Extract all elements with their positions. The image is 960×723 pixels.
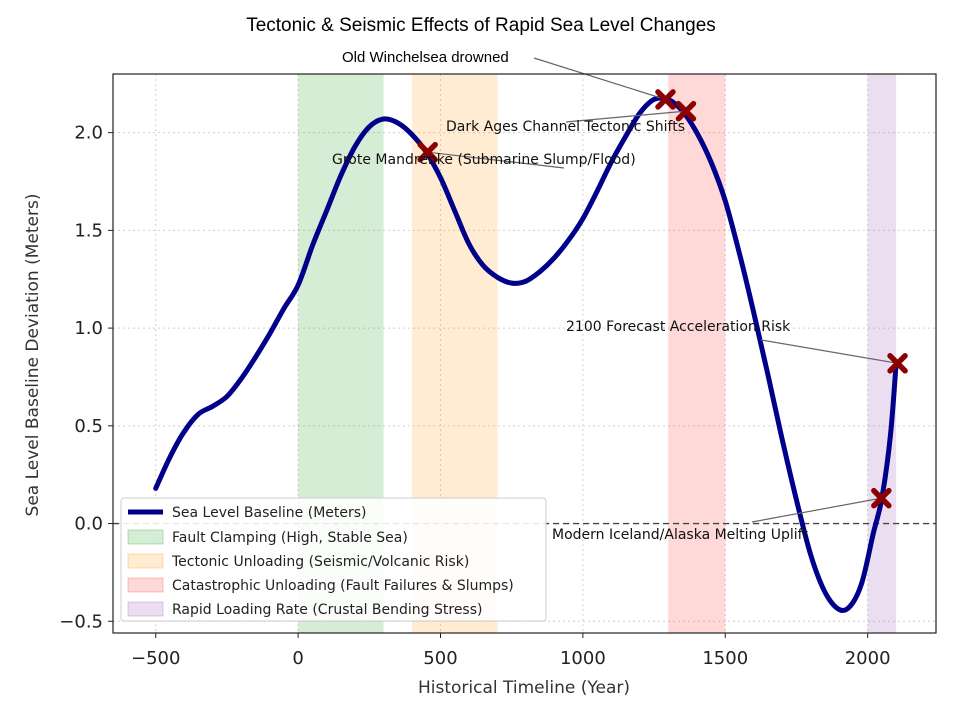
- event-markers: [417, 89, 908, 509]
- legend-label-band: Fault Clamping (High, Stable Sea): [172, 530, 408, 546]
- shaded-band: [668, 74, 726, 633]
- annotation-arrow: [760, 339, 898, 364]
- legend: Sea Level Baseline (Meters) Fault Clampi…: [120, 497, 547, 622]
- event-marker-x: [871, 487, 892, 509]
- annotation-arrows: [427, 57, 898, 523]
- y-tick-label: 2.0: [74, 123, 103, 144]
- event-marker-x: [417, 141, 438, 163]
- x-tick-label: 2000: [845, 648, 891, 669]
- x-ticks: −500 0 500 1000 1500 2000: [131, 633, 891, 669]
- y-tick-label: 0.0: [74, 514, 103, 535]
- chart-title: Tectonic & Seismic Effects of Rapid Sea …: [246, 15, 716, 36]
- sea-level-line: [153, 95, 899, 614]
- annotation-dark-ages: Dark Ages Channel Tectonic Shifts: [446, 119, 685, 135]
- event-marker-x: [655, 89, 676, 110]
- legend-swatch-band: [127, 577, 164, 593]
- plot-frame: [112, 73, 937, 634]
- event-marker-x: [675, 100, 697, 122]
- annotation-arrow: [565, 110, 687, 123]
- legend-box: [120, 497, 547, 622]
- legend-label-line: Sea Level Baseline (Meters): [172, 505, 367, 521]
- annotation-modern-uplift: Modern Iceland/Alaska Melting Uplift: [552, 527, 808, 543]
- y-ticks: −0.5 0.0 0.5 1.0 1.5 2.0: [59, 123, 113, 632]
- y-tick-label: 1.5: [74, 220, 103, 241]
- y-tick-label: 1.0: [74, 318, 103, 339]
- y-axis-label: Sea Level Baseline Deviation (Meters): [23, 194, 43, 517]
- y-tick-label: 0.5: [74, 416, 103, 437]
- annotation-grote-mandrenke: Grote Mandrenke (Submarine Slump/Flood): [332, 152, 636, 168]
- y-tick-label: −0.5: [59, 611, 103, 632]
- x-tick-label: 1000: [560, 648, 606, 669]
- annotation-old-winchelsea: Old Winchelsea drowned: [342, 49, 509, 66]
- event-marker-x: [887, 353, 908, 374]
- legend-label-band: Tectonic Unloading (Seismic/Volcanic Ris…: [171, 554, 469, 570]
- annotation-arrow: [533, 57, 666, 100]
- legend-swatch-band: [127, 553, 164, 569]
- x-tick-label: 1500: [702, 648, 748, 669]
- marker-stroke: [675, 100, 697, 122]
- marker-stroke: [887, 353, 908, 374]
- annotation-2100-forecast: 2100 Forecast Acceleration Risk: [566, 319, 791, 335]
- x-tick-label: 500: [423, 648, 457, 669]
- x-axis-label: Historical Timeline (Year): [418, 678, 630, 698]
- x-tick-label: 0: [292, 648, 303, 669]
- annotation-arrow: [751, 497, 882, 523]
- annotation-arrow: [427, 151, 565, 169]
- legend-label-band: Rapid Loading Rate (Crustal Bending Stre…: [172, 602, 482, 618]
- legend-swatch-band: [127, 601, 164, 617]
- x-tick-label: −500: [131, 648, 180, 669]
- legend-label-band: Catastrophic Unloading (Fault Failures &…: [172, 578, 514, 594]
- marker-stroke: [417, 141, 438, 163]
- marker-stroke: [655, 89, 676, 110]
- marker-stroke: [871, 487, 892, 509]
- legend-swatch-band: [127, 529, 164, 545]
